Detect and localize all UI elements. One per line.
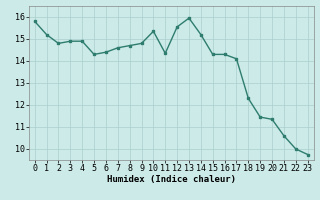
X-axis label: Humidex (Indice chaleur): Humidex (Indice chaleur) bbox=[107, 175, 236, 184]
